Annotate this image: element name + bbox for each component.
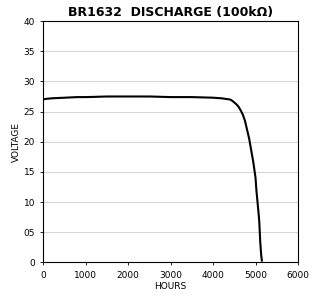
Title: BR1632  DISCHARGE (100kΩ): BR1632 DISCHARGE (100kΩ) xyxy=(68,6,273,18)
X-axis label: HOURS: HOURS xyxy=(155,282,187,291)
Y-axis label: VOLTAGE: VOLTAGE xyxy=(12,122,21,162)
